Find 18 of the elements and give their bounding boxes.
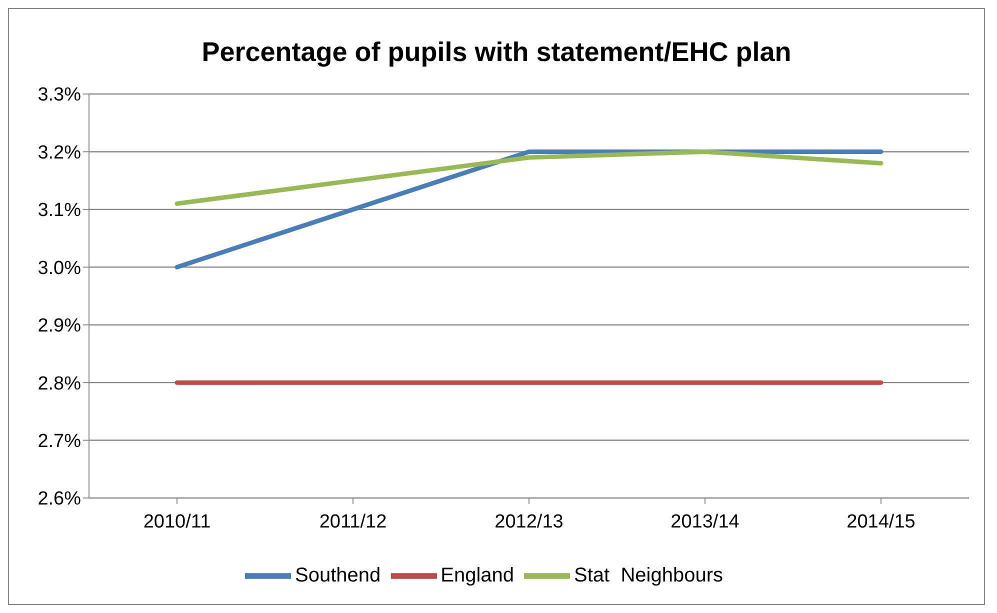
y-tick-label: 3.3% xyxy=(38,84,82,106)
x-tick-label: 2013/14 xyxy=(670,511,740,532)
x-tick-label: 2011/12 xyxy=(319,511,387,532)
chart-title: Percentage of pupils with statement/EHC plan xyxy=(200,37,792,68)
legend-label: Southend xyxy=(294,564,381,586)
x-tick-label: 2014/15 xyxy=(846,511,916,532)
x-tick-label: 2010/11 xyxy=(143,511,211,532)
legend-label: Stat Neighbours xyxy=(574,564,724,586)
line-series xyxy=(174,149,884,206)
y-tick-label: 3.0% xyxy=(38,258,82,279)
y-tick-label: 3.1% xyxy=(38,200,82,222)
y-tick-label: 2.9% xyxy=(38,316,82,337)
legend-label: England xyxy=(440,564,514,586)
x-tick-label: 2012/13 xyxy=(494,511,564,532)
y-tick-label: 2.8% xyxy=(38,373,82,394)
y-tick-label: 2.6% xyxy=(38,488,82,510)
y-tick-label: 3.2% xyxy=(38,142,82,164)
y-tick-label: 2.7% xyxy=(38,431,82,452)
